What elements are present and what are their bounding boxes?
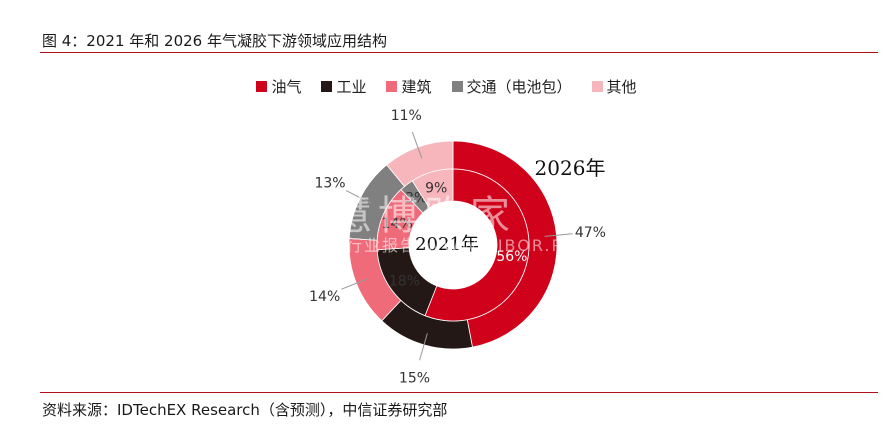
outer-leader-line-other [411,131,423,159]
figure-title: 图 4：2021 年和 2026 年气凝胶下游领域应用结构 [42,32,387,50]
bottom-divider [40,392,878,393]
top-divider [40,52,878,53]
legend-swatch-oil-gas [256,81,268,92]
inner-ring-label-oil-gas: 56% [496,249,527,265]
legend-item-other: 其他 [591,76,637,97]
outer-leader-line-construction [341,278,368,290]
legend-swatch-other [591,81,603,92]
inner-ring-label-other: 9% [425,180,447,196]
chart-legend: 油气 工业 建筑 交通（电池包） 其他 [0,76,893,97]
legend-item-oil-gas: 油气 [256,76,301,97]
legend-label-transport: 交通（电池包） [466,78,572,96]
inner-ring-label-construction: 14% [382,216,413,232]
inner-ring-name: 2021年 [415,234,479,255]
outer-ring-name: 2026年 [535,156,606,180]
inner-ring-slice-other [411,168,454,209]
outer-leader-line-oil-gas [544,233,573,237]
inner-ring-slice-oil-gas [424,168,530,322]
legend-label-other: 其他 [606,78,637,96]
legend-item-industry: 工业 [321,76,366,97]
outer-ring-label-industry: 15% [399,371,430,387]
inner-ring-label-industry: 18% [389,273,420,289]
legend-swatch-industry [321,81,333,92]
legend-item-construction: 建筑 [386,76,432,97]
outer-ring-label-construction: 14% [309,289,340,305]
outer-ring-label-other: 11% [391,108,422,124]
outer-ring-label-transport: 13% [314,175,345,191]
source-note: 资料来源：IDTechEX Research（含预测），中信证券研究部 [42,401,448,419]
legend-swatch-transport [451,81,463,92]
outer-ring-label-oil-gas: 47% [575,225,606,241]
legend-label-oil-gas: 油气 [271,78,302,96]
outer-leader-line-industry [419,333,428,361]
legend-label-industry: 工业 [336,78,367,96]
legend-item-transport: 交通（电池包） [451,76,572,97]
legend-label-construction: 建筑 [401,78,432,96]
outer-leader-line-transport [345,190,372,204]
legend-swatch-construction [386,81,398,92]
